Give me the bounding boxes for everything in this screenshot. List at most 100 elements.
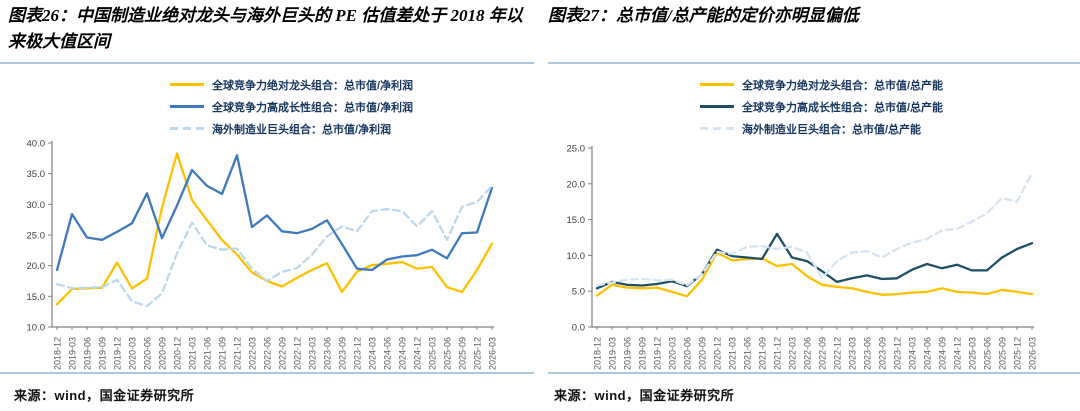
- x-axis-label: 2024-06: [923, 337, 933, 370]
- figure-27: 图表27：总市值/总产能的定价亦明显偏低 全球竞争力绝对龙头组合：总市值/总产能…: [540, 0, 1080, 411]
- x-axis-label: 2022-06: [263, 337, 273, 370]
- x-axis-label: 2026-03: [488, 337, 498, 370]
- x-axis-label: 2024-03: [908, 337, 918, 370]
- capacity-valuation-chart: 0.0 5.0 10.0 15.0 20.0 25.0 2018-12 2019-03 2019…: [567, 144, 1038, 371]
- legend-label: 海外制造业巨头组合：总市值/净利润: [212, 123, 392, 136]
- x-axis-label: 2021-12: [233, 337, 243, 370]
- x-axis-label: 2022-12: [293, 337, 303, 370]
- figure-27-legend: 全球竞争力绝对龙头组合：总市值/总产能 全球竞争力高成长性组合：总市值/总产能海外…: [700, 77, 943, 136]
- x-axis-label: 2024-03: [368, 337, 378, 370]
- legend-item: 海外制造业巨头组合：总市值/净利润: [170, 121, 413, 136]
- x-axis-label: 2025-06: [983, 337, 993, 370]
- x-axis-label: 2025-06: [443, 337, 453, 370]
- x-axis-label: 2022-03: [788, 337, 798, 370]
- x-axis-label: 2019-09: [98, 337, 108, 370]
- legend-item: 全球竞争力高成长性组合：总市值/净利润: [170, 99, 413, 114]
- series-line-2: [595, 171, 1034, 287]
- x-axis-label: 2020-06: [683, 337, 693, 370]
- figure-26-source: 来源：wind，国金证券研究所: [14, 388, 195, 403]
- divider-line: [0, 372, 534, 374]
- x-axis-label: 2023-03: [848, 337, 858, 370]
- y-axis-label: 10.0: [27, 323, 46, 334]
- divider-line: [548, 372, 1080, 374]
- y-axis-label: 30.0: [27, 200, 46, 211]
- series-line-2: [55, 184, 494, 308]
- x-axis-label: 2019-09: [638, 337, 648, 370]
- legend-item: 全球竞争力绝对龙头组合：总市值/总产能: [700, 77, 943, 92]
- x-axis-label: 2020-03: [128, 337, 138, 370]
- x-axis-label: 2023-03: [308, 337, 318, 370]
- x-axis-label: 2022-06: [803, 337, 813, 370]
- x-axis-label: 2025-09: [458, 337, 468, 370]
- x-axis-label: 2025-03: [428, 337, 438, 370]
- y-axis-label: 25.0: [27, 231, 46, 242]
- x-axis-label: 2023-06: [863, 337, 873, 370]
- x-axis-label: 2019-12: [653, 337, 663, 370]
- pe-valuation-chart: 10.0 15.0 20.0 25.0 30.0 35.0 40.0 2018-12 2019-…: [27, 140, 498, 370]
- legend-label: 全球竞争力绝对龙头组合：总市值/总产能: [742, 79, 944, 92]
- x-axis-label: 2019-03: [608, 337, 618, 370]
- x-axis-label: 2021-06: [203, 337, 213, 370]
- x-axis-label: 2022-09: [278, 337, 288, 370]
- x-axis-label: 2024-09: [398, 337, 408, 370]
- legend-item: 全球竞争力高成长性组合：总市值/总产能: [700, 99, 943, 114]
- figure-26-legend: 全球竞争力绝对龙头组合：总市值/净利润 全球竞争力高成长性组合：总市值/净利润 海外…: [170, 77, 413, 136]
- x-axis-label: 2022-03: [248, 337, 258, 370]
- legend-item: 全球竞争力绝对龙头组合：总市值/净利润: [170, 77, 413, 92]
- x-axis-label: 2023-12: [353, 337, 363, 370]
- divider-line: [0, 62, 534, 64]
- figure-27-source: 来源：wind，国金证券研究所: [554, 388, 735, 403]
- series-line-0: [55, 152, 494, 306]
- x-axis-label: 2021-12: [773, 337, 783, 370]
- divider-line: [548, 62, 1080, 64]
- x-axis-label: 2019-06: [83, 337, 93, 370]
- x-axis-label: 2024-06: [383, 337, 393, 370]
- legend-label: 全球竞争力高成长性组合：总市值/净利润: [212, 101, 414, 114]
- x-axis-label: 2024-12: [413, 337, 423, 370]
- x-axis-label: 2021-09: [758, 337, 768, 370]
- x-axis-label: 2020-06: [143, 337, 153, 370]
- x-axis-label: 2019-03: [68, 337, 78, 370]
- x-axis-label: 2025-09: [998, 337, 1008, 370]
- x-axis-label: 2023-09: [878, 337, 888, 370]
- x-axis-label: 2020-03: [668, 337, 678, 370]
- x-axis-label: 2020-09: [698, 337, 708, 370]
- x-axis-label: 2021-03: [188, 337, 198, 370]
- axes: [51, 141, 494, 328]
- legend-line-swatch: [170, 127, 204, 130]
- y-axis-label: 20.0: [567, 179, 586, 190]
- x-axis-label: 2019-06: [623, 337, 633, 370]
- y-axis-label: 0.0: [572, 323, 585, 334]
- x-axis-label: 2025-12: [1013, 337, 1023, 370]
- y-axis-label: 25.0: [567, 144, 586, 155]
- axes: [591, 146, 1034, 328]
- figure-26: 图表26：中国制造业绝对龙头与海外巨头的 PE 估值差处于 2018 年以来极大…: [0, 6, 534, 403]
- legend-label: 全球竞争力绝对龙头组合：总市值/净利润: [212, 79, 414, 92]
- y-axis-label: 35.0: [27, 169, 46, 180]
- legend-item: 海外制造业巨头组合：总市值/总产能: [700, 121, 943, 136]
- x-axis-label: 2024-12: [953, 337, 963, 370]
- series-line-1: [55, 154, 494, 272]
- x-axis-label: 2021-09: [218, 337, 228, 370]
- x-axis-label: 2023-06: [323, 337, 333, 370]
- x-axis-label: 2026-03: [1028, 337, 1038, 370]
- legend-line-swatch: [700, 105, 734, 108]
- legend-line-swatch: [700, 83, 734, 86]
- x-axis-label: 2025-03: [968, 337, 978, 370]
- x-axis-label: 2018-12: [53, 337, 63, 370]
- y-axis-label: 15.0: [27, 292, 46, 303]
- y-axis-label: 5.0: [572, 287, 585, 298]
- y-axis-label: 15.0: [567, 215, 586, 226]
- x-axis-label: 2019-12: [113, 337, 123, 370]
- x-axis-label: 2018-12: [593, 337, 603, 370]
- legend-line-swatch: [170, 105, 204, 108]
- x-axis-label: 2020-12: [713, 337, 723, 370]
- y-axis-label: 20.0: [27, 261, 46, 272]
- x-axis-label: 2023-09: [338, 337, 348, 370]
- legend-label: 全球竞争力高成长性组合：总市值/总产能: [742, 101, 944, 114]
- x-axis-label: 2020-12: [173, 337, 183, 370]
- x-axis-label: 2021-06: [743, 337, 753, 370]
- x-axis-label: 2022-09: [818, 337, 828, 370]
- legend-line-swatch: [170, 83, 204, 86]
